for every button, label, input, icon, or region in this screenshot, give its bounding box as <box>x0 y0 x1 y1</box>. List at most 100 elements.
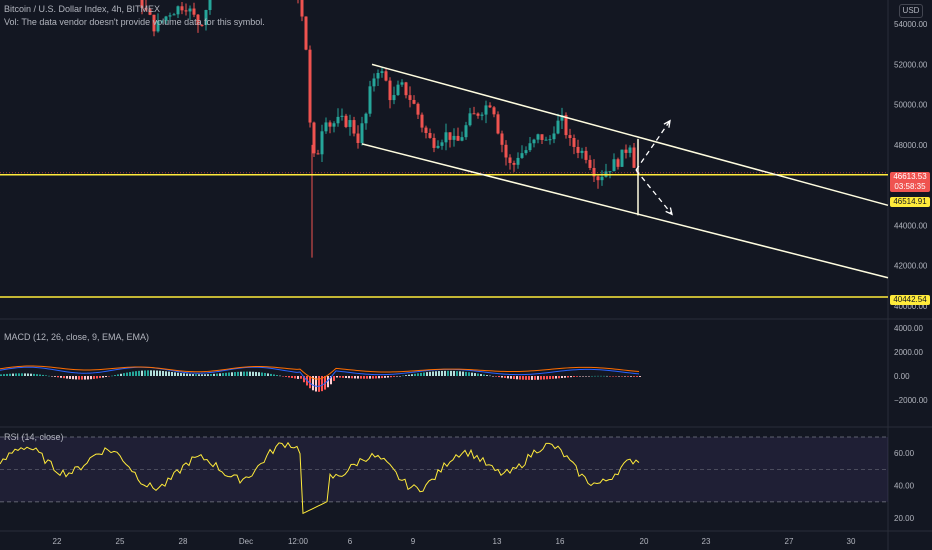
macd-bar <box>123 373 125 376</box>
candle-body <box>336 116 340 124</box>
candle <box>420 112 424 133</box>
macd-bar <box>426 372 428 376</box>
candle-body <box>176 6 180 15</box>
candle <box>304 16 308 51</box>
candle <box>540 134 544 145</box>
macd-bar <box>9 373 11 376</box>
price-tick-label: 52000.00 <box>894 60 928 69</box>
candle-body <box>360 123 364 143</box>
candle <box>352 116 356 137</box>
macd-bar <box>222 373 224 376</box>
candle-body <box>332 123 336 127</box>
macd-bar <box>621 376 623 377</box>
macd-bar <box>540 376 542 380</box>
time-tick-label: 9 <box>411 537 416 546</box>
candle-body <box>576 146 580 153</box>
candle-body <box>588 159 592 168</box>
time-tick-label: 22 <box>53 537 62 546</box>
candle-body <box>316 153 320 155</box>
macd-bar <box>42 374 44 376</box>
candle <box>548 135 552 145</box>
macd-bar <box>558 376 560 379</box>
candle-body <box>392 95 396 101</box>
macd-bar <box>360 376 362 379</box>
candle <box>592 159 596 183</box>
candle-body <box>624 149 628 153</box>
candle-body <box>524 150 528 154</box>
macd-tick-label: 2000.00 <box>894 348 923 357</box>
macd-bar <box>321 376 323 392</box>
macd-bar <box>603 375 605 377</box>
candle-body <box>596 176 600 181</box>
candle <box>552 126 556 144</box>
candle-body <box>320 131 324 155</box>
macd-bar <box>567 376 569 378</box>
macd-bar <box>174 372 176 376</box>
macd-bar <box>51 376 53 377</box>
macd-bar <box>393 376 395 377</box>
current-price-badge: 46613.53 03:58:35 <box>890 172 930 192</box>
candle-body <box>328 122 332 127</box>
currency-button[interactable]: USD <box>899 4 923 18</box>
candle <box>384 67 388 82</box>
countdown-value: 03:58:35 <box>894 182 926 191</box>
candle <box>588 155 592 171</box>
candle <box>340 108 344 121</box>
macd-bar <box>243 371 245 376</box>
candle-body <box>572 137 576 147</box>
candle-body <box>376 72 380 79</box>
macd-bar <box>333 376 335 381</box>
macd-bar <box>387 376 389 378</box>
macd-bar <box>369 376 371 379</box>
macd-bar <box>159 370 161 376</box>
candle-body <box>156 20 160 32</box>
macd-bar <box>384 376 386 378</box>
macd-bar <box>285 376 287 377</box>
candles <box>140 0 636 189</box>
rsi-label[interactable]: RSI (14, close) <box>4 432 64 442</box>
macd-bar <box>363 376 365 379</box>
macd-bar <box>465 371 467 376</box>
candle <box>452 128 456 147</box>
macd-bar <box>3 374 5 376</box>
candle <box>204 9 208 31</box>
macd-bar <box>627 376 629 377</box>
rsi-line <box>0 441 640 515</box>
candle-body <box>396 84 400 96</box>
macd-bar <box>408 374 410 376</box>
macd-bar <box>60 376 62 378</box>
candle <box>512 160 516 172</box>
macd-bar <box>510 376 512 379</box>
macd-bar <box>141 370 143 376</box>
macd-bar <box>36 374 38 376</box>
macd-bar <box>282 376 284 377</box>
volume-note: Vol: The data vendor doesn't provide vol… <box>4 17 265 27</box>
macd-signal-line <box>0 365 640 380</box>
macd-bar <box>66 376 68 379</box>
macd-label[interactable]: MACD (12, 26, close, 9, EMA, EMA) <box>4 332 150 342</box>
macd-bar <box>390 376 392 378</box>
symbol-title[interactable]: Bitcoin / U.S. Dollar Index, 4h, BITMEX <box>4 4 161 14</box>
macd-bar <box>624 376 626 377</box>
macd-bar <box>303 376 305 383</box>
candle <box>144 0 148 12</box>
macd-bar <box>252 371 254 376</box>
candle <box>488 102 492 109</box>
candle <box>380 66 384 78</box>
candle <box>192 2 196 18</box>
channel-upper-line <box>371 63 889 207</box>
candle <box>440 139 444 150</box>
candle <box>484 100 488 124</box>
macd-bar <box>168 371 170 376</box>
candle <box>480 112 484 121</box>
candle-body <box>480 114 484 116</box>
macd-bar <box>456 371 458 376</box>
candle-body <box>424 127 428 134</box>
macd-bar <box>396 376 398 377</box>
candle-body <box>556 120 560 134</box>
candle-body <box>560 115 564 121</box>
candle-body <box>632 147 636 168</box>
candle-body <box>404 82 408 96</box>
